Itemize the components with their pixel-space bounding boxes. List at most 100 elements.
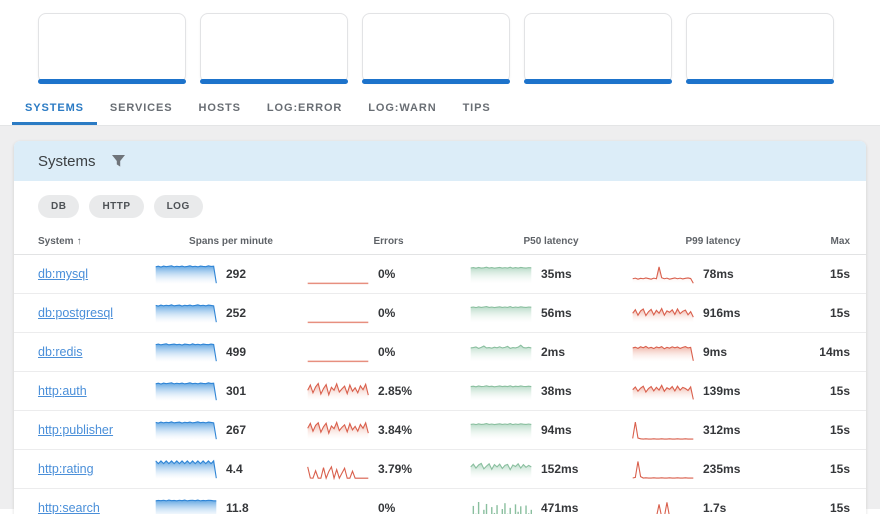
- spans-cell: 11.8: [155, 497, 307, 514]
- content-area: Systems DB HTTP LOG System ↑ Spans per minut…: [0, 126, 880, 514]
- spans-cell: 252: [155, 302, 307, 324]
- p99-value: 312ms: [703, 423, 741, 437]
- metric-card-all[interactable]: [38, 13, 186, 84]
- system-link[interactable]: http:rating: [38, 462, 94, 476]
- p99-value: 139ms: [703, 384, 741, 398]
- system-link[interactable]: db:mysql: [38, 267, 89, 281]
- spans-sparkline: [155, 265, 217, 284]
- max-value: 15s: [829, 462, 850, 476]
- tab-log-warn[interactable]: LOG:WARN: [368, 102, 437, 114]
- spans-value: 301: [226, 384, 247, 398]
- tab-systems[interactable]: SYSTEMS: [12, 89, 97, 125]
- metric-card-database[interactable]: [362, 13, 510, 84]
- p99-cell: 9ms: [632, 341, 794, 363]
- system-link[interactable]: db:postgresql: [38, 306, 114, 320]
- errors-cell: 3.84%: [307, 419, 470, 441]
- p50-latency-sparkline: [470, 385, 532, 401]
- max-value: 15s: [829, 423, 850, 437]
- p99-cell: 1.7s: [632, 497, 794, 514]
- card-accent-bar: [524, 79, 672, 84]
- p99-latency-sparkline: [632, 345, 694, 362]
- p50-value: 56ms: [541, 306, 572, 320]
- metric-card-failures[interactable]: [686, 13, 834, 84]
- p99-latency-sparkline: [632, 307, 694, 323]
- card-accent-bar: [38, 79, 186, 84]
- spans-cell: 301: [155, 380, 307, 402]
- p99-latency-sparkline: [632, 461, 694, 479]
- p99-value: 9ms: [703, 345, 728, 359]
- card-accent-bar: [362, 79, 510, 84]
- table-header-row: System ↑ Spans per minute Errors P50 latency…: [14, 228, 866, 255]
- metric-card-in-memory-db[interactable]: [524, 13, 672, 84]
- p99-latency-sparkline: [632, 384, 694, 401]
- errors-value: 3.84%: [378, 423, 413, 437]
- errors-value: 0%: [378, 501, 396, 514]
- spans-value: 252: [226, 306, 247, 320]
- errors-cell: 0%: [307, 263, 470, 285]
- p50-cell: 94ms: [470, 419, 632, 441]
- errors-sparkline: [307, 382, 369, 401]
- p50-value: 2ms: [541, 345, 566, 359]
- tab-tips[interactable]: TIPS: [462, 102, 491, 114]
- system-link[interactable]: http:publisher: [38, 423, 114, 437]
- tab-log-error[interactable]: LOG:ERROR: [266, 102, 343, 114]
- p50-value: 471ms: [541, 501, 579, 514]
- column-header-errors[interactable]: Errors: [373, 235, 404, 247]
- max-value: 15s: [829, 267, 850, 281]
- spans-sparkline: [155, 304, 217, 323]
- filter-chips: DB HTTP LOG: [14, 181, 866, 228]
- chip-log[interactable]: LOG: [153, 195, 203, 218]
- errors-value: 0%: [378, 267, 396, 281]
- p50-value: 38ms: [541, 384, 572, 398]
- max-value: 14ms: [819, 345, 850, 359]
- filter-icon[interactable]: [111, 154, 126, 168]
- system-link[interactable]: http:search: [38, 501, 100, 514]
- p50-latency-sparkline: [470, 423, 532, 440]
- spans-sparkline: [155, 382, 217, 401]
- spans-cell: 499: [155, 341, 307, 363]
- system-link[interactable]: db:redis: [38, 345, 83, 359]
- table-row-db-redis: db:redis 499 0% 2ms 9ms 14ms: [14, 333, 866, 372]
- tab-services[interactable]: SERVICES: [109, 102, 173, 114]
- tab-hosts[interactable]: HOSTS: [198, 102, 241, 114]
- p50-latency-sparkline: [472, 502, 532, 514]
- p50-latency-sparkline: [470, 306, 532, 323]
- max-value: 15s: [829, 306, 850, 320]
- spans-cell: 292: [155, 263, 307, 285]
- table-row-http-publisher: http:publisher 267 3.84% 94ms 312ms 15s: [14, 411, 866, 450]
- table-row-db-postgresql: db:postgresql 252 0% 56ms 916ms 15s: [14, 294, 866, 333]
- system-link[interactable]: http:auth: [38, 384, 87, 398]
- chip-http[interactable]: HTTP: [89, 195, 144, 218]
- panel-header: Systems: [14, 141, 866, 181]
- p50-value: 152ms: [541, 462, 579, 476]
- p50-latency-sparkline: [470, 462, 532, 479]
- spans-value: 4.4: [226, 462, 243, 476]
- table-row-http-auth: http:auth 301 2.85% 38ms 139ms 15s: [14, 372, 866, 411]
- p50-cell: 152ms: [470, 458, 632, 480]
- column-header-p99-latency[interactable]: P99 latency: [685, 235, 741, 247]
- spans-value: 11.8: [226, 501, 249, 514]
- p50-cell: 35ms: [470, 263, 632, 285]
- errors-sparkline: [307, 420, 369, 440]
- errors-value: 0%: [378, 306, 396, 320]
- p99-value: 235ms: [703, 462, 741, 476]
- column-header-p50-latency[interactable]: P50 latency: [523, 235, 579, 247]
- table-body: db:mysql 292 0% 35ms 78ms 15s db:postgresql 252…: [14, 255, 866, 514]
- column-header-spans-per-minute[interactable]: Spans per minute: [189, 235, 273, 247]
- errors-sparkline: [307, 465, 369, 480]
- errors-cell: 0%: [307, 302, 470, 324]
- p99-cell: 78ms: [632, 263, 794, 285]
- errors-sparkline: [307, 282, 369, 285]
- spans-cell: 4.4: [155, 458, 307, 480]
- p99-cell: 139ms: [632, 380, 794, 402]
- errors-value: 3.79%: [378, 462, 413, 476]
- column-header-max[interactable]: Max: [830, 235, 850, 247]
- spans-value: 267: [226, 423, 247, 437]
- chip-db[interactable]: DB: [38, 195, 80, 218]
- spans-value: 499: [226, 345, 247, 359]
- spans-cell: 267: [155, 419, 307, 441]
- metric-card-http[interactable]: [200, 13, 348, 84]
- p50-value: 94ms: [541, 423, 572, 437]
- p50-cell: 56ms: [470, 302, 632, 324]
- column-header-system[interactable]: System ↑: [38, 235, 82, 247]
